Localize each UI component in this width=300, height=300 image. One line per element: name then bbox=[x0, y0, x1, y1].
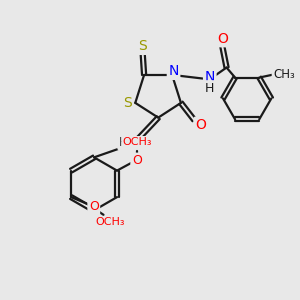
Text: N: N bbox=[205, 70, 215, 84]
Text: OCH₃: OCH₃ bbox=[123, 137, 152, 147]
Text: S: S bbox=[138, 39, 147, 53]
Text: OCH₃: OCH₃ bbox=[95, 218, 125, 227]
Text: S: S bbox=[123, 96, 131, 110]
Text: H: H bbox=[205, 82, 214, 95]
Text: CH₃: CH₃ bbox=[273, 68, 295, 81]
Text: O: O bbox=[195, 118, 206, 132]
Text: O: O bbox=[217, 32, 228, 46]
Text: O: O bbox=[89, 200, 99, 213]
Text: O: O bbox=[132, 154, 142, 167]
Text: N: N bbox=[168, 64, 179, 78]
Text: H: H bbox=[119, 136, 128, 148]
